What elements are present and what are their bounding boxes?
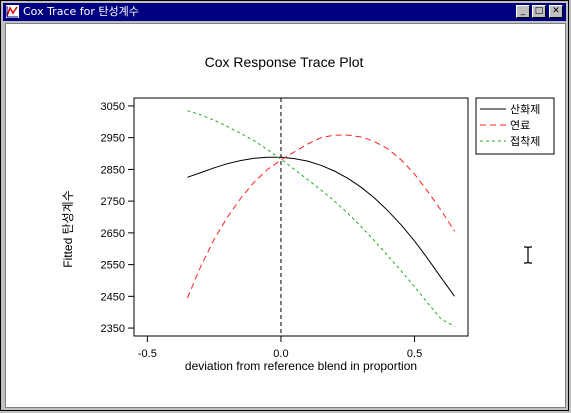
x-axis: -0.5 0.0 0.5 bbox=[138, 336, 422, 360]
title-bar[interactable]: Cox Trace for 탄성계수 _ □ ✕ bbox=[3, 3, 566, 21]
y-tick-label: 2650 bbox=[101, 228, 125, 240]
legend-label: 산화제 bbox=[510, 103, 540, 116]
legend-box bbox=[475, 97, 555, 155]
series-line-2 bbox=[186, 134, 456, 299]
y-axis: 2350 2450 2550 2650 2750 2850 2950 3050 bbox=[101, 101, 134, 335]
window-title: Cox Trace for 탄성계수 bbox=[23, 5, 139, 18]
y-tick-label: 2750 bbox=[101, 196, 125, 208]
chart-area: Cox Response Trace Plot 2350 2450 2550 2650… bbox=[5, 23, 566, 408]
y-axis-label: Fitted 탄성계수 bbox=[61, 190, 75, 268]
y-tick-label: 2850 bbox=[101, 164, 125, 176]
chart-title: Cox Response Trace Plot bbox=[205, 54, 364, 70]
x-tick-label: 0.0 bbox=[273, 348, 288, 360]
x-tick-label: 0.5 bbox=[407, 348, 422, 360]
app-icon bbox=[6, 5, 19, 18]
series-line-1 bbox=[187, 156, 456, 297]
legend-label: 접착제 bbox=[510, 135, 540, 148]
y-tick-label: 2550 bbox=[101, 260, 125, 272]
close-button[interactable]: ✕ bbox=[549, 5, 563, 18]
x-tick-label: -0.5 bbox=[138, 348, 157, 360]
y-tick-label: 2950 bbox=[101, 133, 125, 145]
y-tick-label: 2350 bbox=[101, 323, 125, 335]
series-layer bbox=[186, 110, 456, 327]
series-line-3 bbox=[187, 110, 455, 327]
y-tick-label: 2450 bbox=[101, 291, 125, 303]
y-tick-label: 3050 bbox=[101, 101, 125, 113]
x-axis-label: deviation from reference blend in propor… bbox=[185, 359, 417, 373]
maximize-button[interactable]: □ bbox=[532, 5, 546, 18]
plot-frame bbox=[133, 97, 469, 337]
text-cursor-icon bbox=[524, 246, 532, 264]
cox-trace-chart: Cox Response Trace Plot 2350 2450 2550 2650… bbox=[61, 54, 555, 373]
minimize-button[interactable]: _ bbox=[516, 5, 530, 18]
legend-label: 연료 bbox=[510, 119, 530, 132]
